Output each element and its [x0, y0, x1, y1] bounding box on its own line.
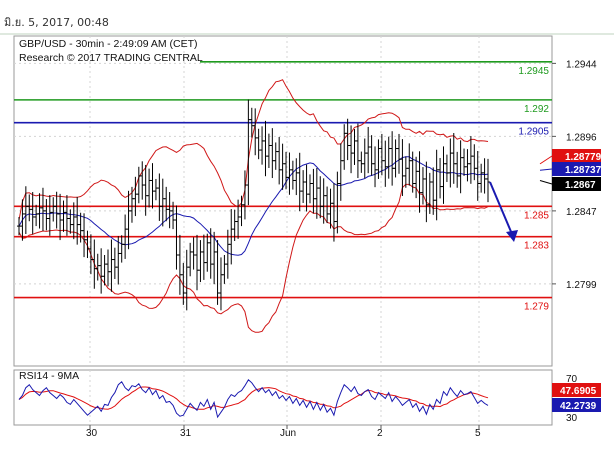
rsi-value-tag [552, 398, 601, 412]
rsi-tick-label: 70 [566, 374, 578, 385]
level-label: 1.285 [524, 210, 549, 221]
x-tick-label: 31 [180, 428, 192, 439]
x-tick-label: 5 [475, 428, 481, 439]
bollinger-lower [18, 183, 489, 333]
level-label: 1.283 [524, 241, 549, 252]
bollinger-bands [18, 79, 489, 333]
rsi-tick-label: 30 [566, 413, 578, 424]
level-labels: 1.2945 1.292 1.2905 1.285 1.283 1.279 [518, 66, 549, 313]
x-tick-label: 2 [377, 428, 383, 439]
level-label: 1.279 [524, 302, 549, 313]
title-bar-stripe [0, 33, 614, 35]
y-tick-label: 1.2799 [566, 280, 597, 291]
price-marker-label: 1.28779 [565, 152, 602, 163]
chart-subtitle: Research © 2017 TRADING CENTRAL [19, 52, 203, 64]
price-marker-label: 1.2867 [565, 180, 596, 191]
support-resistance-levels [14, 61, 552, 299]
price-marker-tag [552, 162, 601, 176]
rsi-axis: 70 30 47.6905 42.2739 [552, 374, 601, 424]
rsi-lines [18, 379, 489, 419]
rsi-value-tag [552, 383, 601, 397]
y-tick-label: 1.2847 [566, 207, 597, 218]
y-tick-label: 1.2944 [566, 59, 597, 70]
rsi-value-label: 42.2739 [560, 401, 597, 412]
bollinger-middle [18, 156, 489, 256]
rsi-value-label: 47.6905 [560, 386, 597, 397]
price-marker-leader [539, 168, 553, 171]
grid [14, 36, 552, 425]
price-marker-label: 1.28737 [565, 165, 602, 176]
rsi-panel-label: RSI14 - 9MA [19, 370, 79, 382]
rsi-ma-line [18, 386, 489, 410]
timestamp: มิ.ย. 5, 2017, 00:48 [4, 16, 109, 29]
x-axis: 30 31 Jun 2 5 [86, 425, 481, 439]
level-label: 1.2905 [518, 127, 549, 138]
rsi-panel-frame [13, 369, 553, 426]
bollinger-upper [18, 79, 489, 221]
price-panel-frame [13, 35, 553, 367]
chart-title: GBP/USD - 30min - 2:49:09 AM (CET) [19, 38, 198, 50]
y-tick-label: 1.2896 [566, 132, 597, 143]
price-marker-leader [539, 179, 553, 185]
level-label: 1.292 [524, 104, 549, 115]
x-tick-label: Jun [280, 428, 296, 439]
price-marker-tag [552, 149, 601, 163]
price-marker-tag [552, 177, 601, 191]
title-bar: มิ.ย. 5, 2017, 00:48 [0, 0, 614, 35]
price-marker-leader [539, 155, 553, 165]
forecast-arrow [489, 181, 518, 242]
price-markers: 1.28779 1.28737 1.2867 [539, 149, 602, 191]
level-label: 1.2945 [518, 66, 549, 77]
price-bars [17, 99, 490, 311]
rsi-line [18, 379, 489, 419]
y-axis: 1.2944 1.2896 1.2847 1.2799 [552, 59, 597, 291]
x-tick-label: 30 [86, 428, 98, 439]
